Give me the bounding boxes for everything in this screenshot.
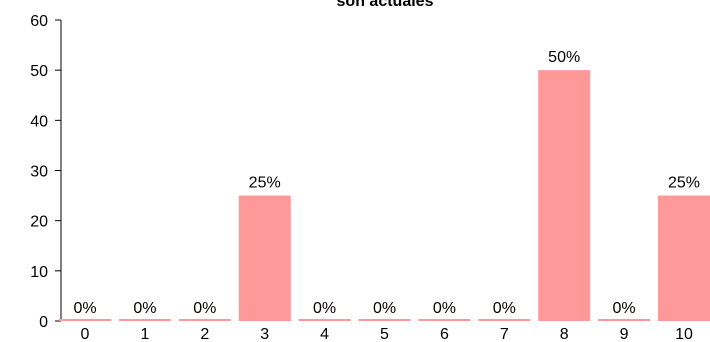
x-tick-label-3: 3 xyxy=(260,326,269,342)
chart-title: son actuales xyxy=(337,0,434,10)
data-label-3: 25% xyxy=(249,175,281,192)
bar-5 xyxy=(358,319,411,321)
bar-4 xyxy=(298,319,351,321)
y-tick-label: 40 xyxy=(30,113,48,130)
x-tick-label-5: 5 xyxy=(380,326,389,342)
data-label-9: 0% xyxy=(613,300,636,317)
x-tick-label-10: 10 xyxy=(675,326,693,342)
y-tick-label: 30 xyxy=(30,164,48,181)
x-tick-label-7: 7 xyxy=(500,326,509,342)
bar-8 xyxy=(538,70,591,322)
data-label-1: 0% xyxy=(133,300,156,317)
data-label-0: 0% xyxy=(73,300,96,317)
bar-3 xyxy=(238,195,291,321)
x-tick-label-0: 0 xyxy=(81,326,90,342)
data-label-6: 0% xyxy=(433,300,456,317)
y-tick-label: 0 xyxy=(39,314,48,331)
bar-2 xyxy=(178,319,231,321)
data-label-5: 0% xyxy=(373,300,396,317)
bars xyxy=(59,70,710,322)
bar-7 xyxy=(478,319,531,321)
y-tick-label: 60 xyxy=(30,13,48,30)
x-tick-label-9: 9 xyxy=(620,326,629,342)
bar-1 xyxy=(118,319,171,321)
data-label-7: 0% xyxy=(493,300,516,317)
x-tick-label-8: 8 xyxy=(560,326,569,342)
bar-10 xyxy=(658,195,710,321)
bar-9 xyxy=(598,319,651,321)
x-tick-label-1: 1 xyxy=(140,326,149,342)
x-tick-label-4: 4 xyxy=(320,326,329,342)
y-axis: 0 10 20 30 40 50 60 xyxy=(30,13,62,331)
bar-6 xyxy=(418,319,471,321)
y-tick-label: 50 xyxy=(30,63,48,80)
y-tick-label: 10 xyxy=(30,264,48,281)
data-label-2: 0% xyxy=(193,300,216,317)
data-labels: 0% 0% 0% 25% 0% 0% 0% 0% 50% 0% 25% xyxy=(73,49,700,317)
y-tick-label: 20 xyxy=(30,214,48,231)
data-label-8: 50% xyxy=(548,49,580,66)
data-label-10: 25% xyxy=(668,175,700,192)
x-tick-label-6: 6 xyxy=(440,326,449,342)
x-tick-label-2: 2 xyxy=(200,326,209,342)
bar-0 xyxy=(59,319,111,321)
x-axis: 0 1 2 3 4 5 6 7 8 9 10 xyxy=(81,326,693,342)
data-label-4: 0% xyxy=(313,300,336,317)
